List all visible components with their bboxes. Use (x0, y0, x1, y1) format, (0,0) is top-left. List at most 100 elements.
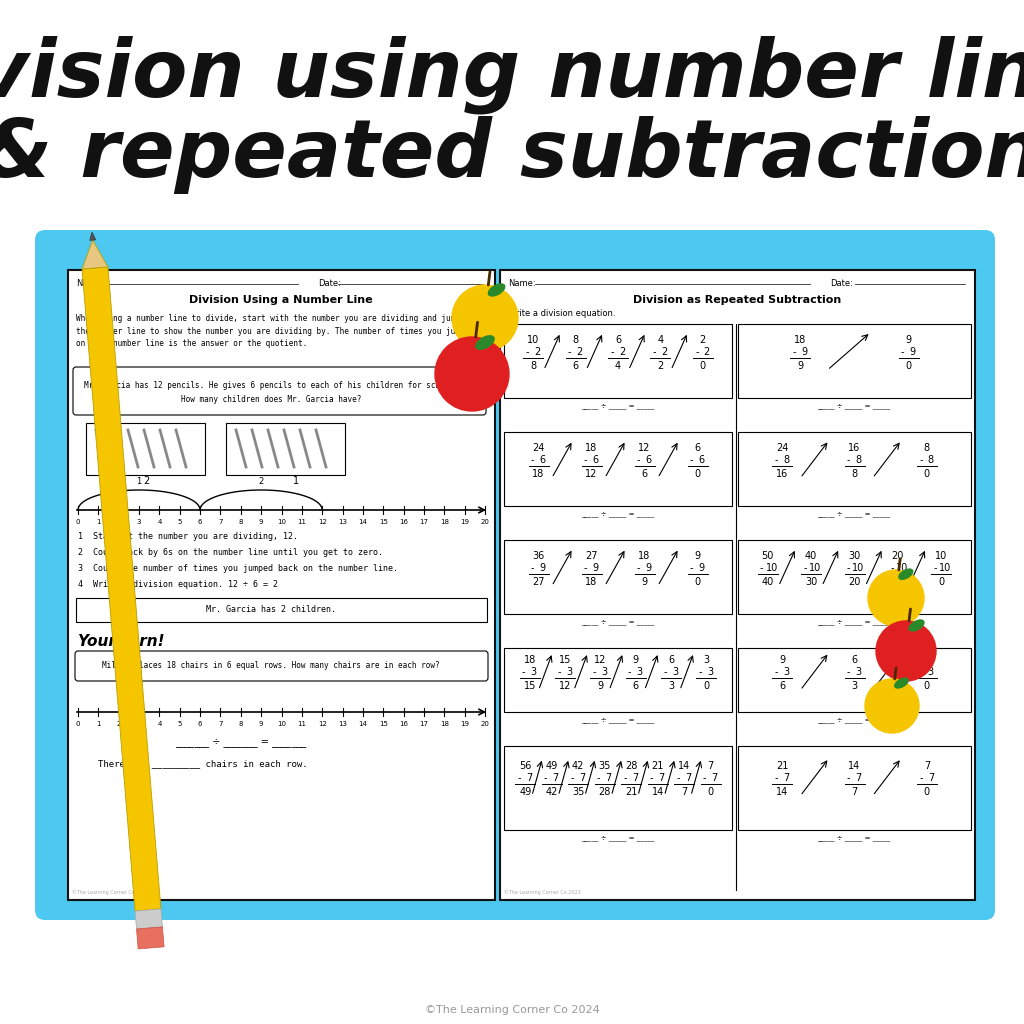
Text: 20: 20 (480, 519, 489, 525)
Text: 4: 4 (615, 361, 622, 371)
Text: 14: 14 (358, 721, 368, 727)
Text: When using a number line to divide, start with the number you are dividing and j: When using a number line to divide, star… (76, 314, 474, 348)
Text: -: - (847, 455, 850, 465)
Text: 8: 8 (530, 361, 537, 371)
FancyBboxPatch shape (68, 270, 495, 900)
Text: 14: 14 (358, 519, 368, 525)
Text: 8: 8 (851, 469, 857, 479)
Text: 6: 6 (540, 455, 546, 465)
Text: -: - (570, 773, 574, 783)
Text: 17: 17 (420, 519, 428, 525)
Text: 7: 7 (681, 786, 687, 797)
Text: 17: 17 (420, 721, 428, 727)
Text: 6: 6 (198, 519, 203, 525)
Text: 2: 2 (143, 476, 150, 486)
Text: 10: 10 (278, 721, 286, 727)
Text: 7: 7 (685, 773, 691, 783)
FancyBboxPatch shape (86, 423, 205, 475)
Text: 10: 10 (896, 563, 908, 573)
Circle shape (876, 621, 936, 681)
Text: -: - (610, 347, 613, 357)
Text: 13: 13 (338, 721, 347, 727)
FancyBboxPatch shape (76, 598, 487, 622)
Text: -: - (584, 563, 587, 573)
Text: 15: 15 (559, 655, 571, 666)
Text: -: - (901, 347, 904, 357)
Text: 10: 10 (527, 335, 540, 345)
Text: 28: 28 (599, 786, 611, 797)
Text: 0: 0 (703, 681, 710, 691)
Text: -: - (793, 347, 796, 357)
Text: Mr. Garcia has 12 pencils. He gives 6 pencils to each of his children for school: Mr. Garcia has 12 pencils. He gives 6 pe… (84, 382, 459, 390)
Text: 42: 42 (546, 786, 558, 797)
Text: -: - (920, 668, 923, 677)
Text: -: - (760, 563, 764, 573)
Text: 16: 16 (776, 469, 788, 479)
Text: 40: 40 (762, 578, 774, 587)
Text: 24: 24 (776, 443, 788, 453)
Text: 24: 24 (532, 443, 545, 453)
Text: 5: 5 (177, 519, 182, 525)
Text: 15: 15 (379, 721, 388, 727)
Text: 9: 9 (801, 347, 807, 357)
Text: 18: 18 (523, 655, 536, 666)
Text: 3: 3 (530, 668, 537, 677)
Text: _____ ÷ _____ = _____: _____ ÷ _____ = _____ (817, 717, 891, 723)
Text: 10: 10 (278, 519, 286, 525)
Text: 14: 14 (776, 786, 788, 797)
Text: 14: 14 (678, 761, 690, 771)
Text: 9: 9 (259, 519, 263, 525)
Text: 7: 7 (218, 519, 222, 525)
Text: -: - (650, 773, 653, 783)
FancyBboxPatch shape (504, 540, 732, 614)
Text: 12: 12 (559, 681, 571, 691)
Text: 1  Start at the number you are dividing, 12.: 1 Start at the number you are dividing, … (78, 532, 298, 541)
Text: 18: 18 (439, 519, 449, 525)
Text: _____ ÷ _____ = _____: _____ ÷ _____ = _____ (582, 403, 654, 409)
Text: 6: 6 (694, 443, 700, 453)
Text: _____ ÷ _____ = _____: _____ ÷ _____ = _____ (582, 511, 654, 517)
Text: 7: 7 (855, 773, 861, 783)
Text: -: - (703, 773, 707, 783)
Text: 0: 0 (76, 721, 80, 727)
Text: -: - (628, 668, 632, 677)
Text: 40: 40 (805, 551, 817, 561)
Text: _______ ÷ _______ = _______: _______ ÷ _______ = _______ (175, 737, 306, 746)
FancyBboxPatch shape (500, 270, 975, 900)
Text: 7: 7 (658, 773, 665, 783)
FancyBboxPatch shape (504, 648, 732, 712)
Text: 5: 5 (177, 721, 182, 727)
Text: 9: 9 (259, 721, 263, 727)
Text: 15: 15 (523, 681, 536, 691)
Text: 7: 7 (924, 761, 930, 771)
Text: 6: 6 (779, 681, 785, 691)
Text: 6: 6 (572, 361, 579, 371)
Text: Your turn!: Your turn! (78, 635, 165, 649)
Text: 21: 21 (625, 786, 637, 797)
Text: 6: 6 (698, 455, 705, 465)
Text: 9: 9 (593, 563, 599, 573)
Text: 0: 0 (708, 786, 714, 797)
Text: 7: 7 (783, 773, 790, 783)
Text: -: - (934, 563, 937, 573)
Text: 9: 9 (779, 655, 785, 666)
Text: 2  Count back by 6s on the number line until you get to zero.: 2 Count back by 6s on the number line un… (78, 548, 383, 557)
Ellipse shape (899, 569, 912, 580)
Text: -: - (637, 563, 640, 573)
Polygon shape (136, 927, 164, 949)
FancyBboxPatch shape (738, 324, 971, 398)
Text: -: - (690, 455, 693, 465)
Text: 4: 4 (158, 721, 162, 727)
Text: Miller places 18 chairs in 6 equal rows. How many chairs are in each row?: Miller places 18 chairs in 6 equal rows.… (102, 662, 440, 671)
Text: 10: 10 (766, 563, 778, 573)
FancyBboxPatch shape (504, 432, 732, 506)
Text: -: - (698, 668, 702, 677)
Text: 3: 3 (703, 655, 710, 666)
Text: -: - (677, 773, 680, 783)
Text: -: - (517, 773, 521, 783)
Text: 1: 1 (96, 721, 100, 727)
Text: -: - (530, 563, 535, 573)
Text: 7: 7 (605, 773, 612, 783)
Text: Name:: Name: (508, 280, 536, 289)
Text: _____ ÷ _____ = _____: _____ ÷ _____ = _____ (582, 717, 654, 723)
